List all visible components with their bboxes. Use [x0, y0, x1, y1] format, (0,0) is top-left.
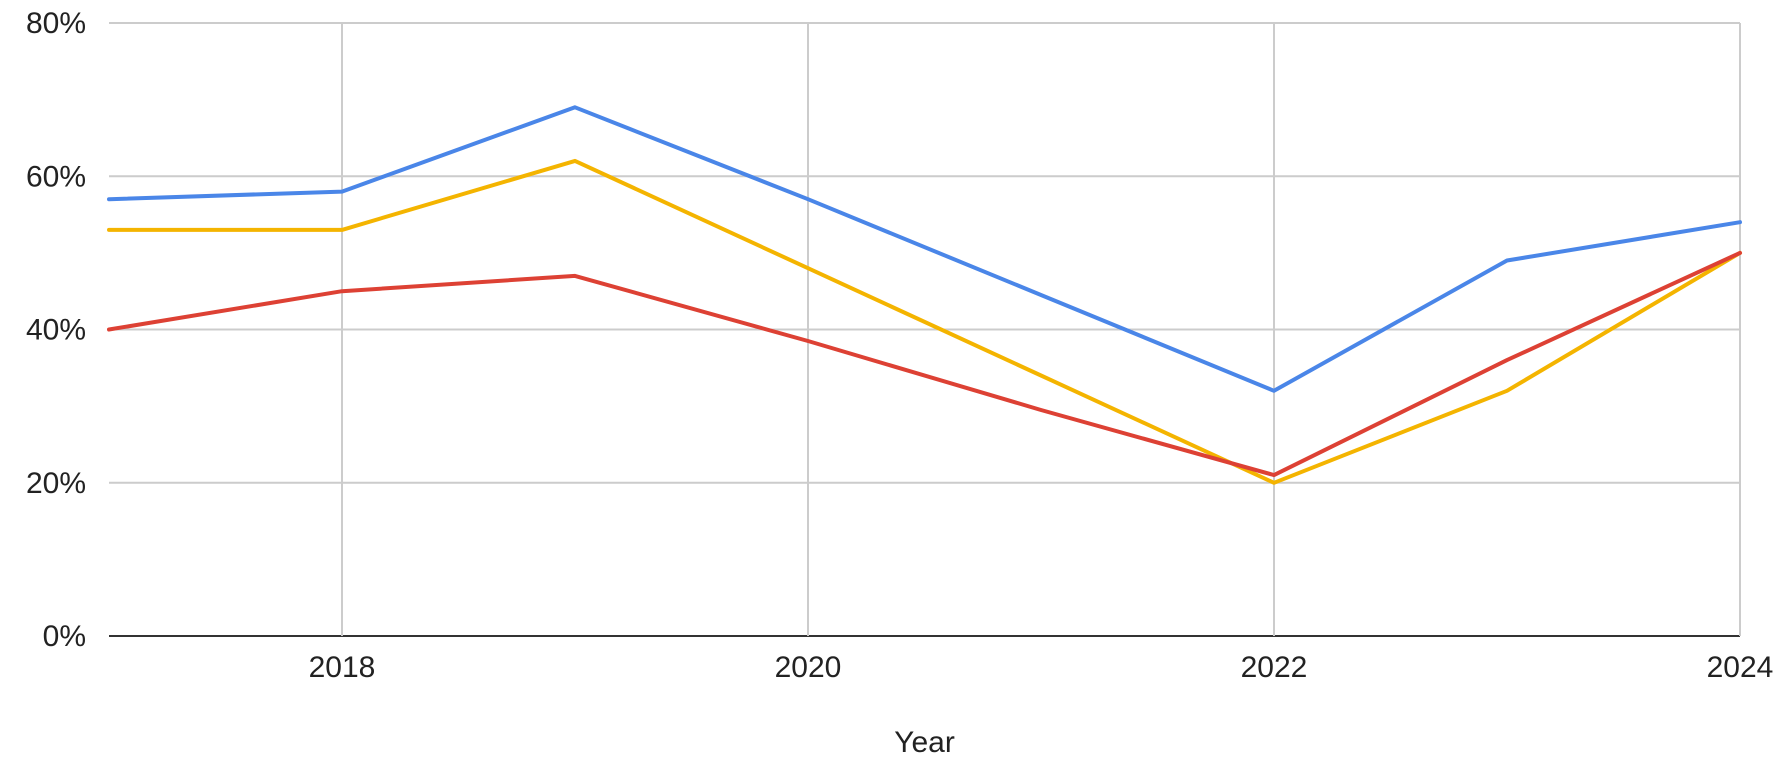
- x-tick-label: 2024: [1707, 651, 1774, 684]
- x-tick-label: 2018: [309, 651, 376, 684]
- y-tick-label: 0%: [43, 620, 86, 653]
- x-tick-label: 2020: [775, 651, 842, 684]
- y-axis-tick-labels: 0% 20% 40% 60% 80%: [26, 7, 86, 653]
- x-tick-label: 2022: [1241, 651, 1308, 684]
- y-tick-label: 60%: [26, 160, 86, 193]
- x-axis-title: Year: [894, 726, 955, 759]
- y-tick-label: 40%: [26, 314, 86, 347]
- x-axis-tick-labels: 2018 2020 2022 2024: [309, 651, 1774, 684]
- series-line-1: [107, 105, 1742, 393]
- series-line-3: [107, 250, 1742, 478]
- series-line-2: [107, 158, 1742, 485]
- series-layer: [107, 105, 1742, 485]
- y-tick-label: 80%: [26, 7, 86, 40]
- grid-layer: [109, 22, 1741, 637]
- y-tick-label: 20%: [26, 467, 86, 500]
